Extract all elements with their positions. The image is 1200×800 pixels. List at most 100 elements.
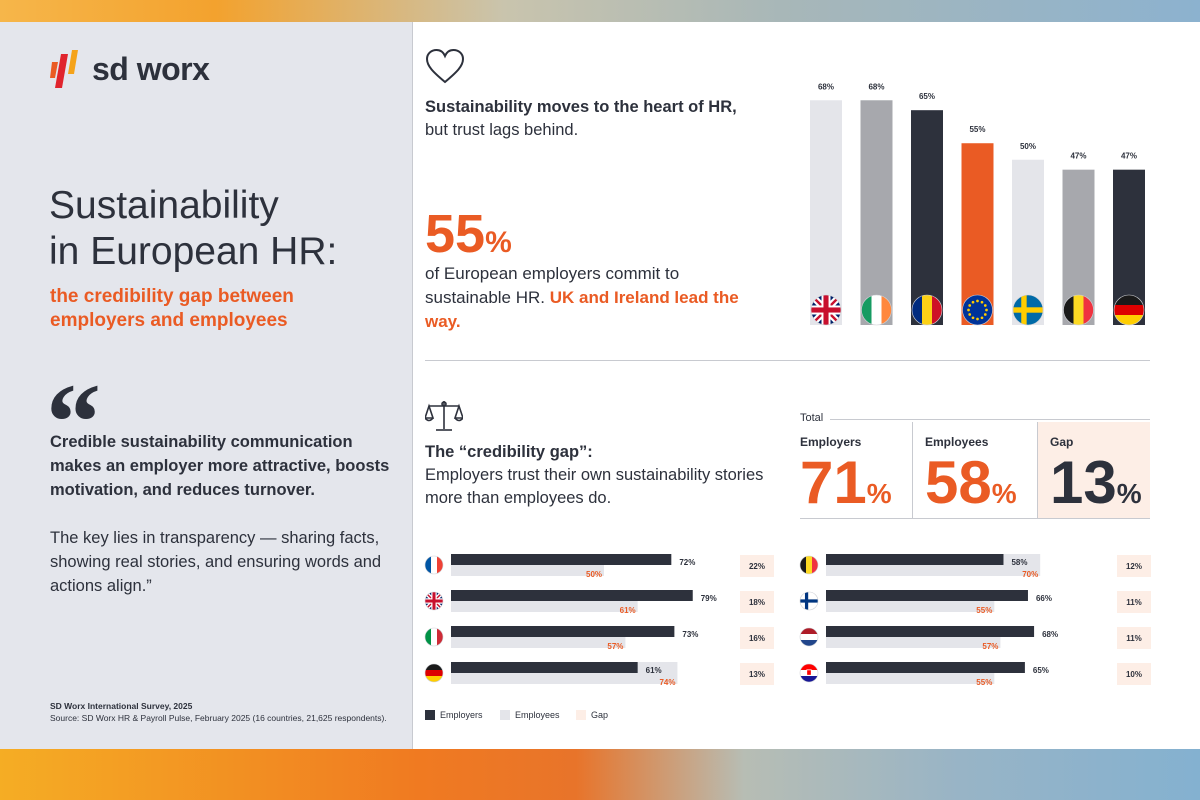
- section2-headline-bold: The “credibility gap”:: [425, 443, 593, 461]
- sd-worx-logo: sd worx: [50, 48, 210, 90]
- employers-bar: [826, 626, 1035, 637]
- kpi-employees-label: Employees: [925, 435, 989, 449]
- employers-value-label: 66%: [1036, 594, 1052, 603]
- footer-source: Source: SD Worx HR & Payroll Pulse, Febr…: [50, 713, 387, 723]
- total-rule: [830, 419, 1150, 420]
- country-bar-label: 68%: [868, 82, 884, 91]
- legend-employees-label: Employees: [515, 710, 560, 720]
- employers-value-label: 58%: [1011, 558, 1027, 567]
- country-bar-label: 68%: [818, 82, 834, 91]
- gap-value-label: 13%: [749, 670, 765, 679]
- employees-value-label: 70%: [1022, 570, 1038, 579]
- flag-fi-icon: [800, 592, 818, 610]
- kpi-gap-box: [1037, 422, 1150, 518]
- big-percentage: 55%: [425, 206, 512, 271]
- employers-bar: [451, 590, 693, 601]
- total-label: Total: [800, 412, 824, 424]
- top-gradient-band: [0, 0, 1200, 22]
- gap-value-label: 10%: [1126, 670, 1142, 679]
- page-subtitle: the credibility gap between employers an…: [50, 286, 294, 331]
- gap-value-label: 16%: [749, 634, 765, 643]
- country-bar: [860, 100, 893, 325]
- country-bar-label: 47%: [1070, 152, 1086, 161]
- country-bar: [810, 100, 842, 325]
- section1-desc-plain: of European employers commit to sustaina…: [425, 264, 680, 307]
- kpi-employees: Employees 58%: [925, 422, 1037, 518]
- kpi-employees-suffix: %: [991, 478, 1017, 509]
- kpi-employers-label: Employers: [800, 435, 862, 449]
- footer-survey: SD Worx International Survey, 2025: [50, 701, 193, 711]
- kpi-employees-number: 58: [925, 449, 992, 516]
- title-line-2: in European HR:: [49, 230, 338, 273]
- scale-icon: [425, 401, 463, 431]
- gap-box: [740, 663, 774, 685]
- legend-employees: Employees: [500, 710, 560, 720]
- flag-de-icon: [425, 664, 443, 682]
- employers-value-label: 73%: [682, 630, 698, 639]
- employees-bar: [826, 601, 995, 612]
- employees-bar: [826, 637, 1001, 648]
- country-bar-label: 50%: [1020, 142, 1036, 151]
- employers-value-label: 61%: [646, 666, 662, 675]
- flag-se-icon: [1013, 295, 1043, 325]
- employers-bar: [826, 554, 1004, 565]
- kpi-employees-value: 58%: [925, 452, 1017, 525]
- gap-box: [1117, 663, 1151, 685]
- employees-bar: [451, 565, 604, 576]
- quote-bold-text: Credible sustainability communication ma…: [50, 433, 390, 499]
- kpi-separator-1: [912, 422, 913, 518]
- section1-description: of European employers commit to sustaina…: [425, 262, 755, 334]
- employees-bar: [826, 565, 1041, 576]
- legend-gap: Gap: [576, 710, 608, 720]
- left-panel: [0, 22, 412, 749]
- flag-nl-icon: [800, 628, 818, 646]
- employers-value-label: 72%: [679, 558, 695, 567]
- gap-box: [740, 591, 774, 613]
- flag-uk-icon: [425, 592, 443, 610]
- kpi-employers-suffix: %: [866, 478, 892, 509]
- gap-value-label: 22%: [749, 562, 765, 571]
- bottom-gradient-band: [0, 749, 1200, 800]
- vertical-divider: [412, 22, 413, 749]
- flag-be-icon: [800, 556, 818, 574]
- employers-value-label: 68%: [1042, 630, 1058, 639]
- flag-hr-icon: [800, 664, 818, 682]
- gap-box: [1117, 627, 1151, 649]
- legend-employees-swatch: [500, 710, 510, 720]
- employers-bar: [826, 590, 1028, 601]
- legend-gap-swatch: [576, 710, 586, 720]
- employers-value-label: 79%: [701, 594, 717, 603]
- employees-bar: [451, 637, 626, 648]
- employees-bar: [451, 673, 678, 684]
- gap-box: [740, 627, 774, 649]
- legend-employers: Employers: [425, 710, 483, 720]
- kpi-bottom-rule: [800, 518, 1150, 519]
- section1-headline-rest: but trust lags behind.: [425, 121, 579, 139]
- employers-bar: [451, 626, 675, 637]
- legend-employers-label: Employers: [440, 710, 483, 720]
- country-bar-label: 47%: [1121, 152, 1137, 161]
- country-bar-label: 65%: [919, 92, 935, 101]
- big-percentage-value: 55: [425, 204, 486, 264]
- logo-text: sd worx: [92, 50, 210, 87]
- credibility-gap-chart: 72% 50% 22% 79% 61% 18% 73% 57% 16% 61% 74% 13% 58% 7…: [424, 554, 1151, 687]
- employers-bar: [826, 662, 1025, 673]
- heart-icon: [425, 48, 465, 84]
- flag-be-icon: [1063, 295, 1094, 325]
- kpi-employers-number: 71: [800, 449, 867, 516]
- flag-uk-icon: [811, 295, 841, 325]
- country-bar-chart: 68% 68% 65% 55% 50% 47% 47%: [810, 82, 1145, 326]
- gap-value-label: 18%: [749, 598, 765, 607]
- quote-mark-icon: “: [46, 361, 101, 483]
- flag-eu-icon: [962, 295, 993, 325]
- quote-text: The key lies in transparency — sharing f…: [50, 529, 382, 595]
- flag-ie-icon: [861, 295, 892, 325]
- employers-bar: [451, 662, 638, 673]
- kpi-gap-label: Gap: [1050, 435, 1074, 449]
- logo-mark-icon: [50, 50, 78, 88]
- kpi-gap-suffix: %: [1116, 478, 1142, 509]
- gap-box: [1117, 591, 1151, 613]
- employees-bar: [826, 673, 995, 684]
- employees-value-label: 57%: [982, 642, 998, 651]
- title-line-1: Sustainability: [49, 184, 279, 227]
